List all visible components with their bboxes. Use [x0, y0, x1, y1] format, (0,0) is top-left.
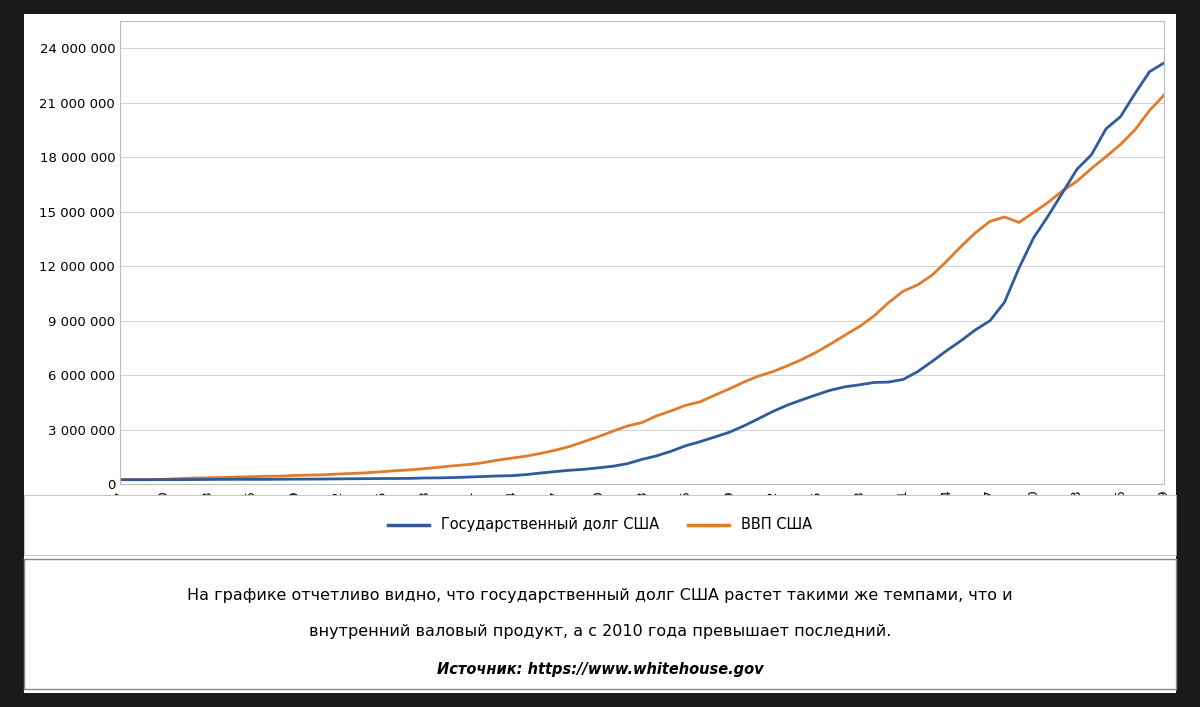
ВВП США — [344, 469, 359, 478]
Text: На графике отчетливо видно, что государственный долг США растет такими же темпам: На графике отчетливо видно, что государс… — [187, 588, 1013, 602]
Государственный долг США — [649, 452, 664, 460]
ВВП США — [1012, 218, 1026, 227]
Государственный долг США — [1070, 165, 1085, 173]
Государственный долг США — [1157, 59, 1171, 67]
ВВП США — [635, 419, 649, 427]
Государственный долг США — [127, 476, 142, 484]
ВВП США — [113, 476, 127, 484]
Государственный долг США — [475, 472, 490, 481]
Line: Государственный долг США: Государственный долг США — [120, 63, 1164, 480]
Государственный долг США — [359, 474, 373, 483]
Государственный долг США — [113, 475, 127, 484]
ВВП США — [461, 460, 475, 469]
Line: ВВП США: ВВП США — [120, 95, 1164, 480]
ВВП США — [1157, 91, 1171, 100]
Государственный долг США — [1026, 234, 1040, 243]
ВВП США — [1055, 187, 1069, 195]
Государственный долг США — [997, 298, 1012, 307]
ВВП США — [983, 217, 997, 226]
Legend: Государственный долг США, ВВП США: Государственный долг США, ВВП США — [384, 513, 816, 537]
Text: Источник: https://www.whitehouse.gov: Источник: https://www.whitehouse.gov — [437, 662, 763, 677]
Text: внутренний валовый продукт, а с 2010 года превышает последний.: внутренний валовый продукт, а с 2010 год… — [308, 624, 892, 639]
